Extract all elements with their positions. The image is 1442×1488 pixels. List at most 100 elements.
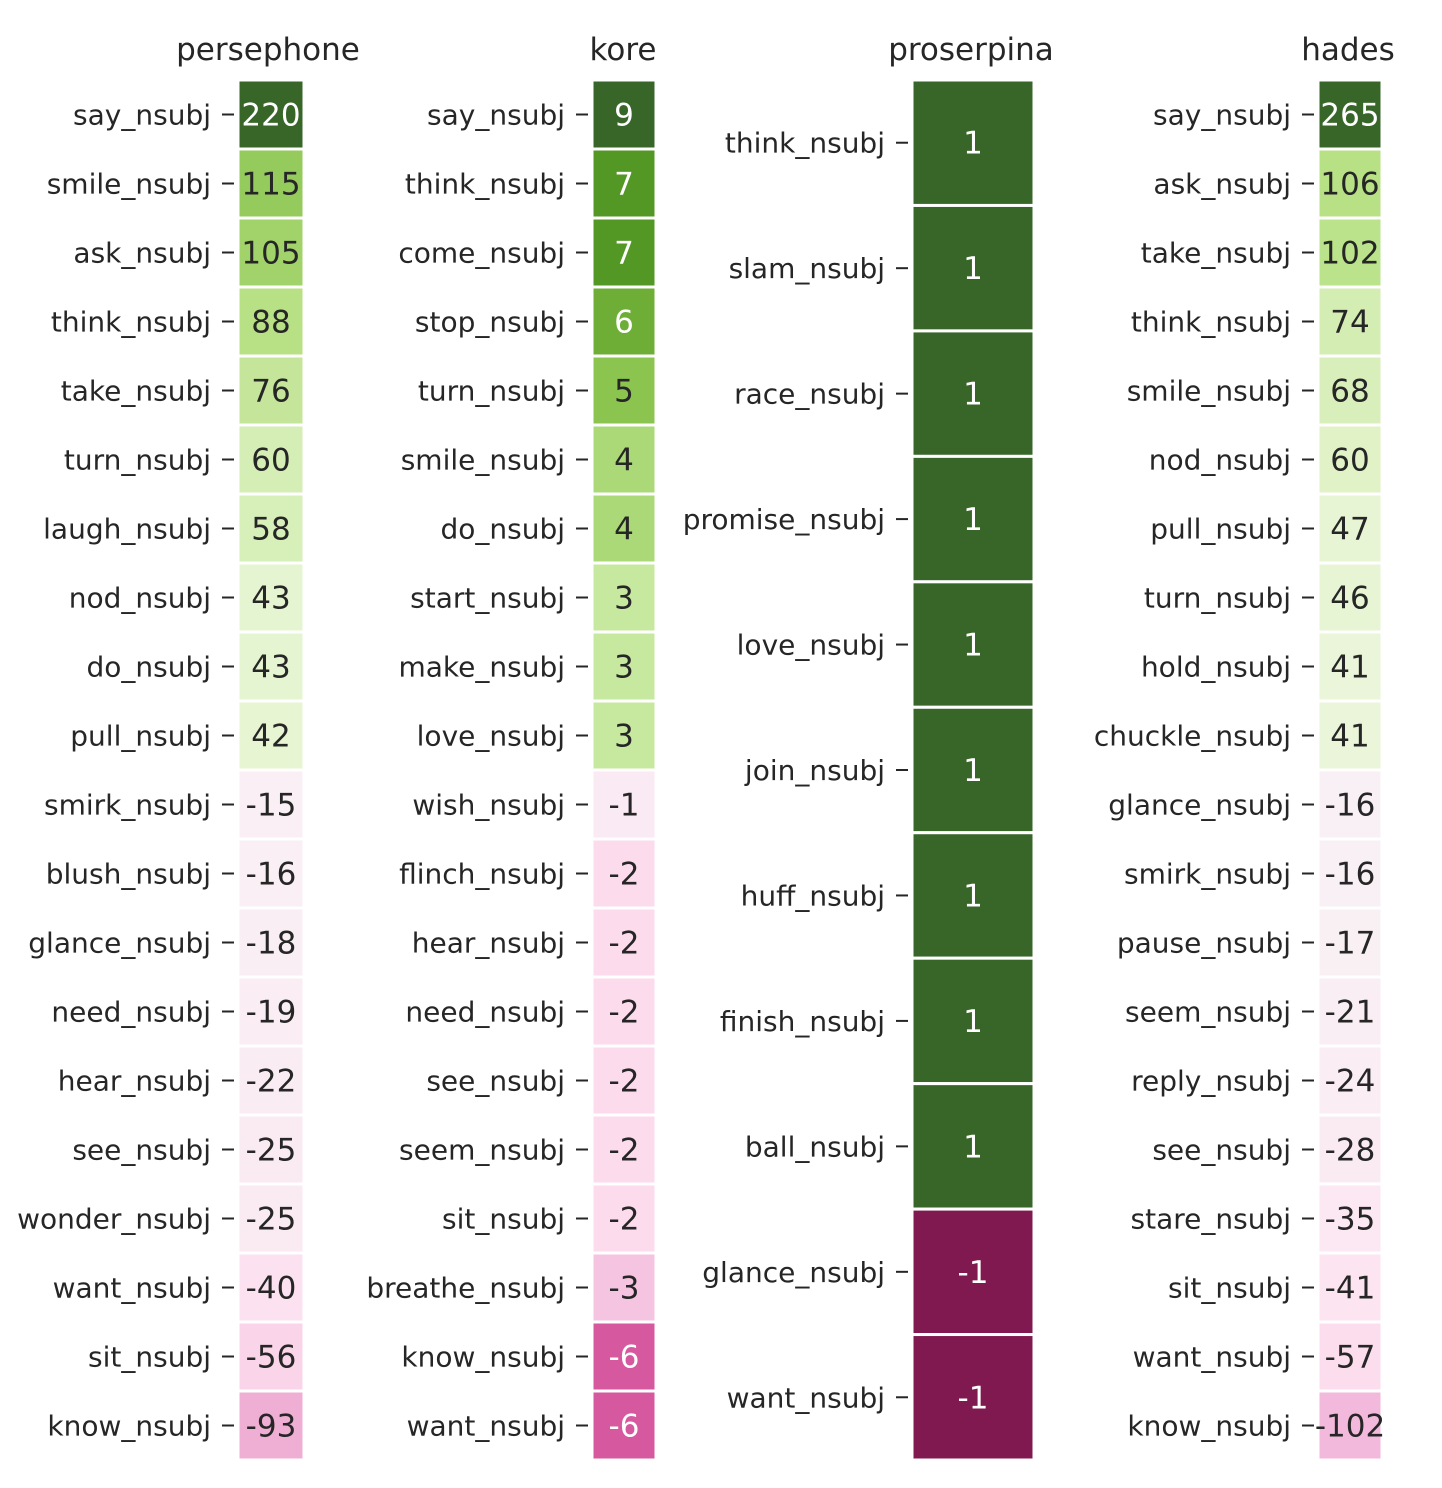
heatmap-cell	[910, 1207, 1036, 1337]
row-label: flinch_nsubj	[399, 858, 565, 891]
row-label: need_nsubj	[405, 996, 565, 1029]
cell-value: 1	[963, 628, 983, 664]
heatmap-cell	[910, 1082, 1036, 1211]
row-label: know_nsubj	[401, 1341, 565, 1374]
cell-value: 3	[614, 719, 634, 755]
cell-value: -1	[958, 1255, 989, 1291]
row-label: blush_nsubj	[46, 858, 211, 891]
row-label: glance_nsubj	[702, 1256, 885, 1289]
row-label: glance_nsubj	[1108, 789, 1291, 822]
cell-value: 1	[963, 126, 983, 162]
row-label: love_nsubj	[737, 629, 885, 662]
heatmap-cell	[590, 630, 658, 703]
row-label: want_nsubj	[727, 1381, 885, 1414]
heatmap-cell	[236, 837, 306, 910]
cell-value: 4	[614, 512, 634, 548]
heatmap-cell	[1316, 561, 1384, 634]
row-label: smirk_nsubj	[1124, 858, 1291, 891]
row-label: promise_nsubj	[683, 503, 885, 536]
heatmap-cell	[910, 705, 1036, 835]
heatmap-cell	[1316, 216, 1384, 289]
cell-value: 7	[614, 236, 634, 272]
row-label: come_nsubj	[398, 237, 565, 270]
cell-value: -28	[1325, 1133, 1376, 1169]
cell-value: 41	[1330, 650, 1369, 686]
cell-value: -25	[246, 1202, 297, 1238]
cell-value: -21	[1325, 995, 1376, 1031]
heatmap-cell	[590, 1320, 658, 1393]
row-label: slam_nsubj	[729, 252, 885, 285]
cell-value: 1	[963, 377, 983, 413]
heatmap-cell	[1316, 78, 1384, 151]
cell-value: -2	[609, 995, 640, 1031]
heatmap-cell	[236, 561, 306, 634]
row-label: take_nsubj	[61, 375, 211, 408]
heatmap-cell	[910, 203, 1036, 333]
cell-value: -93	[246, 1409, 297, 1445]
row-label: pull_nsubj	[70, 720, 211, 753]
cell-value: 60	[1330, 443, 1369, 479]
cell-value: -35	[1325, 1202, 1376, 1238]
row-label: chuckle_nsubj	[1094, 720, 1291, 753]
cell-value: -17	[1325, 926, 1376, 962]
cell-value: -56	[246, 1340, 297, 1376]
cell-value: -2	[609, 857, 640, 893]
heatmap-cell	[590, 1182, 658, 1255]
cell-value: 43	[251, 581, 290, 617]
cell-value: -2	[609, 1064, 640, 1100]
cell-value: 9	[614, 98, 634, 134]
heatmap-panel-persephone: persephone 220 say_nsubj 115 smile_nsubj 105 a…	[17, 32, 360, 1462]
row-label: turn_nsubj	[1144, 582, 1291, 615]
row-label: say_nsubj	[427, 99, 565, 132]
row-label: nod_nsubj	[69, 582, 211, 615]
cell-value: 41	[1330, 719, 1369, 755]
cell-value: 46	[1330, 581, 1369, 617]
heatmap-cell	[910, 454, 1036, 584]
row-label: turn_nsubj	[418, 375, 565, 408]
row-label: ask_nsubj	[73, 237, 211, 270]
row-label: stop_nsubj	[415, 306, 565, 339]
row-label: want_nsubj	[1133, 1341, 1291, 1374]
heatmap-cell	[236, 975, 306, 1048]
heatmap-cell	[910, 78, 1036, 207]
row-label: smirk_nsubj	[44, 789, 211, 822]
heatmap-cell	[236, 354, 306, 427]
cell-value: -6	[609, 1340, 640, 1376]
row-label: need_nsubj	[51, 996, 211, 1029]
cell-value: 68	[1330, 374, 1369, 410]
heatmap-cell	[236, 1182, 306, 1255]
heatmap-cell	[590, 354, 658, 427]
heatmap-cell	[236, 147, 306, 220]
cell-value: 1	[963, 878, 983, 914]
cell-value: 43	[251, 650, 290, 686]
row-label: sit_nsubj	[88, 1341, 211, 1374]
row-label: sit_nsubj	[442, 1203, 565, 1236]
cell-value: 1	[963, 753, 983, 789]
row-label: join_nsubj	[744, 754, 885, 787]
cell-value: -15	[246, 788, 297, 824]
cell-value: 47	[1330, 512, 1369, 548]
row-label: huff_nsubj	[741, 879, 885, 912]
heatmap-cell	[910, 580, 1036, 709]
row-label: think_nsubj	[1131, 306, 1291, 339]
heatmap-panel-kore: kore 9 say_nsubj 7 think_nsubj 7 come_nsubj 6 st…	[366, 32, 658, 1462]
cell-value: 115	[241, 167, 300, 203]
cell-value: 42	[251, 719, 290, 755]
cell-value: 102	[1320, 236, 1379, 272]
row-label: see_nsubj	[72, 1134, 211, 1167]
cell-value: -57	[1325, 1340, 1376, 1376]
cell-value: 6	[614, 305, 634, 341]
row-label: turn_nsubj	[64, 444, 211, 477]
row-label: hear_nsubj	[412, 927, 565, 960]
row-label: hear_nsubj	[58, 1065, 211, 1098]
heatmap-cell	[1316, 975, 1384, 1048]
heatmap-cell	[590, 837, 658, 910]
heatmap-panel-hades: hades 265 say_nsubj 106 ask_nsubj 102 take_nsu…	[1094, 32, 1395, 1462]
row-label: know_nsubj	[47, 1410, 211, 1443]
row-label: wonder_nsubj	[17, 1203, 211, 1236]
heatmap-cell	[590, 492, 658, 565]
row-label: seem_nsubj	[399, 1134, 565, 1167]
cell-value: -102	[1315, 1409, 1385, 1445]
cell-value: 4	[614, 443, 634, 479]
